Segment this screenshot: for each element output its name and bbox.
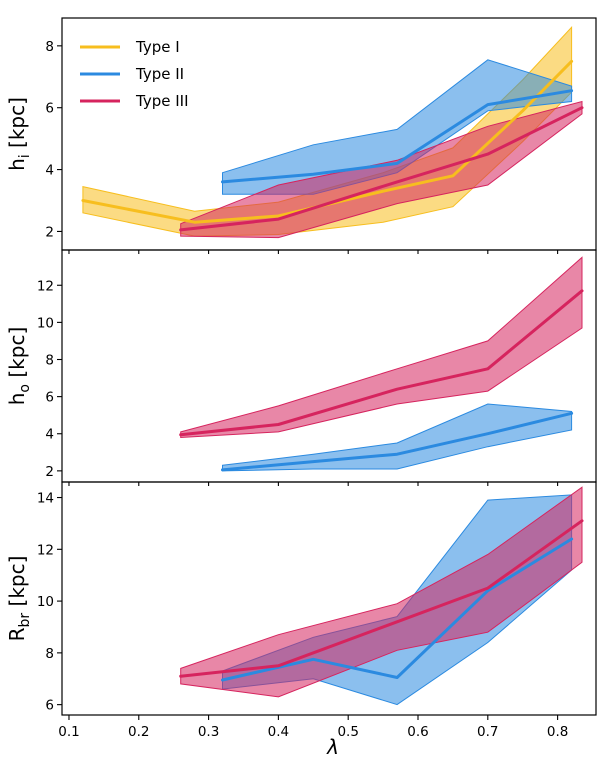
- line-type-ii-panel-2: [221, 411, 574, 472]
- legend-label-type-i: Type I: [135, 38, 180, 56]
- y-axis-label-panel-2: ho [kpc]: [5, 327, 33, 406]
- legend-label-type-ii: Type II: [135, 65, 184, 83]
- series-lines: [81, 59, 584, 682]
- line-type-ii-panel-3: [221, 537, 574, 682]
- y-tick-label: 8: [45, 646, 54, 662]
- y-tick-label: 2: [45, 464, 54, 480]
- x-tick-label: 0.2: [128, 724, 149, 740]
- legend: Type I Type II Type III: [80, 38, 189, 110]
- y-tick-label: 4: [45, 163, 54, 179]
- x-axis-label: λ: [326, 735, 339, 759]
- y-tick-label: 8: [45, 353, 54, 369]
- legend-label-type-iii: Type III: [135, 92, 189, 110]
- panel-frames: [61, 17, 597, 716]
- band-type-ii-panel-2: [222, 403, 573, 472]
- y-tick-label: 10: [37, 594, 54, 610]
- y-axis-label-panel-3: Rbr [kpc]: [5, 556, 33, 642]
- band-type-iii-panel-2: [180, 256, 583, 439]
- y-tick-label: 14: [37, 491, 54, 507]
- y-tick-label: 12: [37, 278, 54, 294]
- x-tick-label: 0.3: [198, 724, 219, 740]
- panel-frame-3: [61, 481, 597, 716]
- uncertainty-bands: [82, 26, 583, 706]
- y-tick-label: 2: [45, 224, 54, 240]
- y-tick-label: 12: [37, 542, 54, 558]
- x-tick-label: 0.7: [477, 724, 498, 740]
- x-tick-label: 0.6: [407, 724, 428, 740]
- x-tick-label: 0.1: [58, 724, 79, 740]
- y-tick-label: 6: [45, 390, 54, 406]
- x-tick-label: 0.5: [337, 724, 358, 740]
- x-tick-label: 0.8: [547, 724, 568, 740]
- band-type-iii-panel-3: [180, 486, 583, 698]
- y-axis-label-panel-1: hi [kpc]: [5, 97, 33, 171]
- line-type-iii-panel-1: [179, 106, 584, 232]
- y-axis-labels: hi [kpc] ho [kpc] Rbr [kpc]: [5, 97, 33, 641]
- line-type-iii-panel-2: [179, 289, 584, 437]
- y-tick-label: 10: [37, 315, 54, 331]
- x-tick-label: 0.4: [268, 724, 289, 740]
- y-tick-label: 6: [45, 698, 54, 714]
- y-tick-label: 8: [45, 39, 54, 55]
- line-type-i-panel-1: [81, 59, 574, 224]
- line-type-ii-panel-1: [221, 89, 574, 184]
- line-type-iii-panel-3: [179, 519, 584, 678]
- axis-ticks: 2 4 6 8 2 4 6 8 10 12 6 8 10 12 14 0.1 0.2 0.3 0.4 0.5 0.6 0.…: [37, 39, 569, 740]
- y-tick-label: 6: [45, 101, 54, 117]
- y-tick-label: 4: [45, 427, 54, 443]
